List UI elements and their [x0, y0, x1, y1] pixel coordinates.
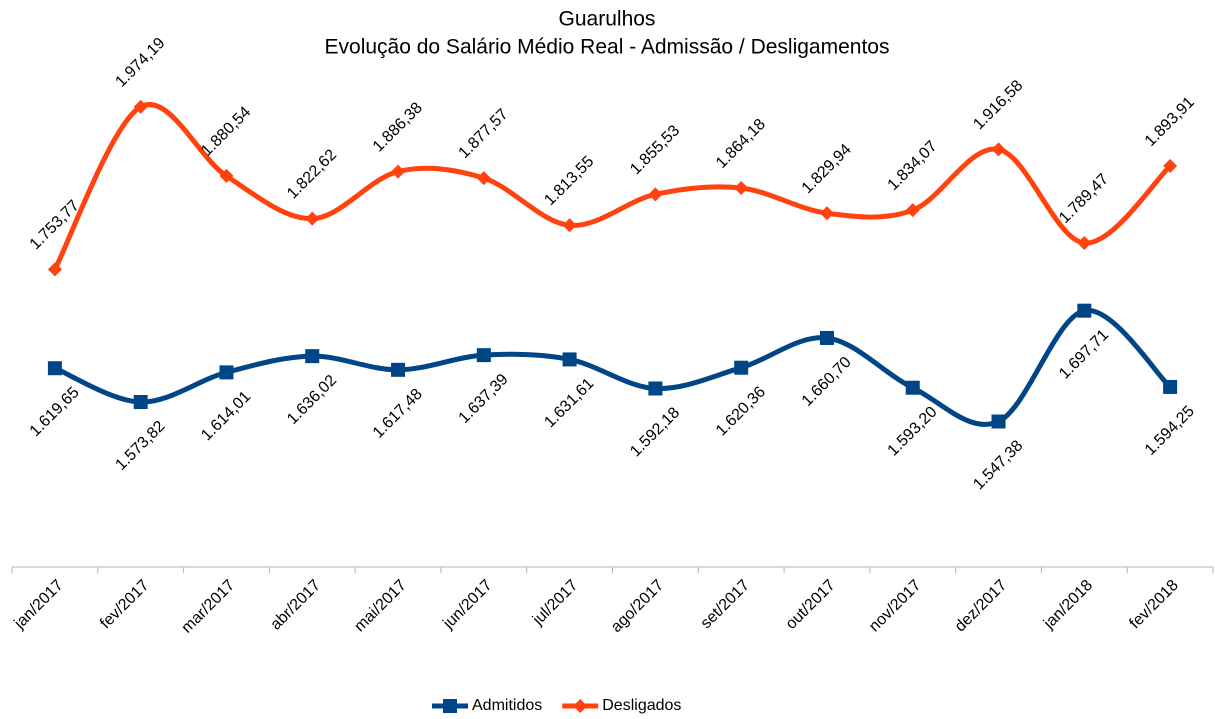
value-label: 1.916,58 — [970, 77, 1026, 133]
value-label: 1.614,01 — [198, 388, 254, 444]
value-label: 1.886,38 — [370, 99, 426, 155]
x-tick-label: jan/2018 — [1040, 577, 1096, 633]
marker — [47, 361, 62, 376]
chart-title: Guarulhos — [559, 8, 656, 31]
value-label: 1.619,65 — [27, 384, 83, 440]
marker — [1077, 236, 1092, 251]
marker — [1163, 159, 1178, 174]
marker — [305, 211, 320, 226]
value-label: 1.829,94 — [799, 141, 855, 197]
value-label: 1.880,54 — [198, 104, 254, 160]
marker — [219, 168, 234, 183]
legend-marker — [443, 699, 457, 713]
marker — [905, 203, 920, 218]
value-label: 1.631,61 — [541, 375, 597, 431]
marker — [562, 352, 577, 367]
marker — [819, 330, 834, 345]
marker — [734, 180, 749, 195]
marker — [648, 381, 663, 396]
value-label: 1.620,36 — [713, 383, 769, 439]
marker — [1077, 303, 1092, 318]
value-label: 1.636,02 — [284, 372, 340, 428]
marker — [562, 218, 577, 233]
x-tick-label: nov/2017 — [866, 577, 925, 636]
value-label: 1.594,25 — [1142, 403, 1198, 459]
value-label: 1.822,62 — [284, 146, 340, 202]
marker — [905, 380, 920, 395]
value-label: 1.617,48 — [370, 386, 426, 442]
marker — [391, 362, 406, 377]
legend-label: Desligados — [602, 697, 681, 714]
value-label: 1.573,82 — [112, 418, 168, 474]
value-label: 1.660,70 — [799, 354, 855, 410]
value-label: 1.864,18 — [713, 116, 769, 172]
marker — [476, 348, 491, 363]
marker — [133, 395, 148, 410]
value-label: 1.813,55 — [541, 153, 597, 209]
value-label: 1.592,18 — [627, 404, 683, 460]
x-tick-label: abr/2017 — [267, 577, 324, 634]
marker — [305, 349, 320, 364]
marker — [648, 187, 663, 202]
marker — [991, 414, 1006, 429]
x-tick-label: fev/2018 — [1126, 577, 1182, 633]
value-label: 1.855,53 — [627, 122, 683, 178]
legend-label: Admitidos — [472, 697, 542, 714]
chart-subtitle: Evolução do Salário Médio Real - Admissã… — [325, 36, 890, 59]
value-label: 1.789,47 — [1056, 171, 1112, 227]
marker — [133, 99, 148, 114]
x-tick-label: mar/2017 — [178, 577, 238, 637]
x-tick-label: dez/2017 — [952, 577, 1011, 636]
x-tick-label: ago/2017 — [608, 577, 667, 636]
value-label: 1.593,20 — [885, 403, 941, 459]
marker — [1163, 379, 1178, 394]
x-tick-label: fev/2017 — [97, 577, 153, 633]
value-label: 1.697,71 — [1056, 326, 1112, 382]
marker — [219, 365, 234, 380]
x-tick-label: jun/2017 — [439, 577, 495, 633]
value-label: 1.547,38 — [970, 437, 1026, 493]
x-tick-label: mai/2017 — [351, 577, 410, 636]
value-label: 1.877,57 — [456, 106, 512, 162]
x-tick-label: jan/2017 — [11, 577, 67, 633]
marker — [391, 164, 406, 179]
x-tick-label: jul/2017 — [529, 577, 581, 629]
marker — [991, 142, 1006, 157]
marker — [819, 206, 834, 221]
value-label: 1.974,19 — [112, 35, 168, 91]
legend: Admitidos Desligados — [432, 697, 681, 714]
value-label: 1.893,91 — [1142, 94, 1198, 150]
x-tick-label: set/2017 — [698, 577, 754, 633]
marker — [734, 360, 749, 375]
legend-marker — [573, 699, 588, 713]
marker — [47, 262, 62, 277]
x-tick-label: out/2017 — [783, 577, 839, 633]
value-label: 1.637,39 — [456, 371, 512, 427]
marker — [476, 171, 491, 186]
value-label: 1.834,07 — [885, 138, 941, 194]
